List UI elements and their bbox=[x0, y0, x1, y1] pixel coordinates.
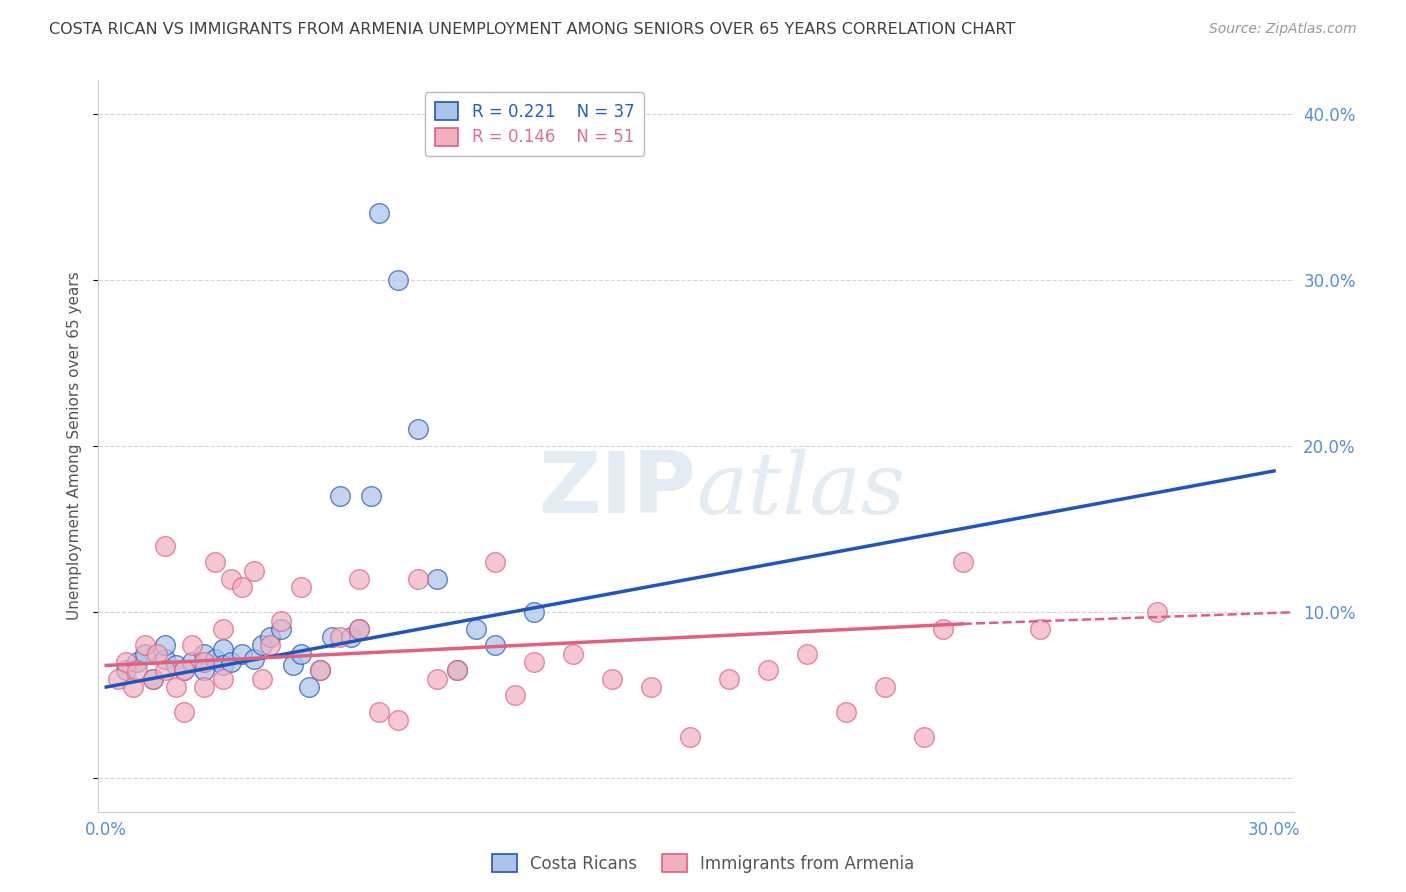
Point bbox=[1029, 622, 1052, 636]
Point bbox=[932, 622, 955, 636]
Point bbox=[231, 647, 253, 661]
Point bbox=[523, 655, 546, 669]
Text: atlas: atlas bbox=[696, 449, 905, 532]
Point bbox=[193, 655, 215, 669]
Point bbox=[349, 622, 371, 636]
Point bbox=[193, 680, 215, 694]
Legend: R = 0.221    N = 37, R = 0.146    N = 51: R = 0.221 N = 37, R = 0.146 N = 51 bbox=[425, 92, 644, 156]
Point bbox=[250, 672, 273, 686]
Point bbox=[523, 605, 546, 619]
Point bbox=[835, 705, 858, 719]
Point bbox=[270, 614, 292, 628]
Point bbox=[484, 555, 506, 569]
Point bbox=[446, 664, 468, 678]
Point bbox=[640, 680, 662, 694]
Point bbox=[122, 680, 145, 694]
Point bbox=[134, 639, 156, 653]
Point bbox=[114, 664, 136, 678]
Point bbox=[212, 658, 235, 673]
Point bbox=[193, 664, 215, 678]
Point bbox=[406, 572, 429, 586]
Point bbox=[243, 564, 266, 578]
Point bbox=[259, 639, 281, 653]
Point bbox=[329, 630, 352, 644]
Point bbox=[180, 655, 202, 669]
Point bbox=[600, 672, 623, 686]
Point bbox=[153, 639, 176, 653]
Point bbox=[503, 689, 526, 703]
Point bbox=[165, 680, 187, 694]
Point bbox=[756, 664, 779, 678]
Point bbox=[367, 705, 389, 719]
Point bbox=[173, 664, 195, 678]
Text: Source: ZipAtlas.com: Source: ZipAtlas.com bbox=[1209, 22, 1357, 37]
Point bbox=[270, 622, 292, 636]
Point bbox=[349, 622, 371, 636]
Point bbox=[426, 672, 449, 686]
Point bbox=[290, 647, 312, 661]
Point bbox=[173, 664, 195, 678]
Point bbox=[250, 639, 273, 653]
Point bbox=[309, 664, 332, 678]
Point bbox=[153, 664, 176, 678]
Point bbox=[718, 672, 741, 686]
Point bbox=[873, 680, 896, 694]
Point bbox=[243, 652, 266, 666]
Point bbox=[107, 672, 129, 686]
Point bbox=[360, 489, 382, 503]
Point bbox=[562, 647, 585, 661]
Point bbox=[134, 647, 156, 661]
Point bbox=[952, 555, 974, 569]
Point bbox=[484, 639, 506, 653]
Point bbox=[219, 572, 242, 586]
Point bbox=[309, 664, 332, 678]
Point bbox=[204, 652, 226, 666]
Text: COSTA RICAN VS IMMIGRANTS FROM ARMENIA UNEMPLOYMENT AMONG SENIORS OVER 65 YEARS : COSTA RICAN VS IMMIGRANTS FROM ARMENIA U… bbox=[49, 22, 1015, 37]
Point bbox=[259, 630, 281, 644]
Point bbox=[465, 622, 488, 636]
Point bbox=[173, 705, 195, 719]
Point bbox=[114, 655, 136, 669]
Point bbox=[212, 622, 235, 636]
Point bbox=[193, 647, 215, 661]
Legend: Costa Ricans, Immigrants from Armenia: Costa Ricans, Immigrants from Armenia bbox=[485, 847, 921, 880]
Point bbox=[219, 655, 242, 669]
Point bbox=[387, 273, 409, 287]
Point bbox=[204, 555, 226, 569]
Point bbox=[912, 730, 935, 744]
Point bbox=[127, 655, 149, 669]
Point bbox=[367, 206, 389, 220]
Point bbox=[298, 680, 321, 694]
Point bbox=[212, 641, 235, 656]
Point bbox=[679, 730, 702, 744]
Point bbox=[349, 572, 371, 586]
Point bbox=[142, 672, 165, 686]
Text: ZIP: ZIP bbox=[538, 449, 696, 532]
Point bbox=[142, 672, 165, 686]
Point bbox=[1146, 605, 1168, 619]
Point bbox=[165, 658, 187, 673]
Point bbox=[796, 647, 818, 661]
Point bbox=[329, 489, 352, 503]
Point bbox=[281, 658, 304, 673]
Point bbox=[180, 639, 202, 653]
Point bbox=[290, 580, 312, 594]
Point bbox=[426, 572, 449, 586]
Point bbox=[231, 580, 253, 594]
Point bbox=[340, 630, 363, 644]
Point bbox=[212, 672, 235, 686]
Y-axis label: Unemployment Among Seniors over 65 years: Unemployment Among Seniors over 65 years bbox=[67, 272, 83, 620]
Point bbox=[127, 664, 149, 678]
Point bbox=[321, 630, 343, 644]
Point bbox=[153, 652, 176, 666]
Point bbox=[387, 714, 409, 728]
Point bbox=[153, 539, 176, 553]
Point bbox=[446, 664, 468, 678]
Point bbox=[406, 422, 429, 436]
Point bbox=[146, 647, 169, 661]
